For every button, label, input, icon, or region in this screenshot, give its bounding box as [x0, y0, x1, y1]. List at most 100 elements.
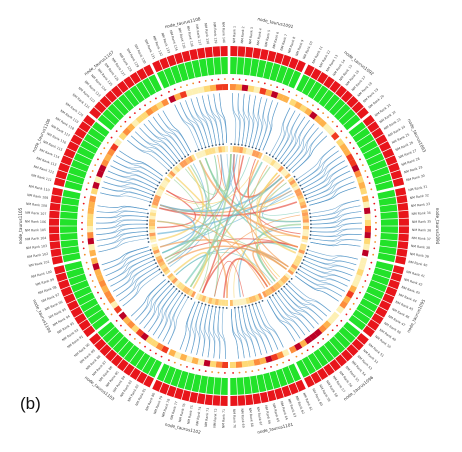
inner-heat-cell	[229, 299, 233, 306]
segment-separator	[51, 240, 161, 268]
inter-link	[199, 214, 301, 292]
link-endpoint	[146, 219, 149, 222]
inter-link	[189, 154, 232, 288]
link-endpoint	[304, 194, 306, 197]
red-ring-cell	[252, 47, 261, 59]
heat-cell	[313, 328, 323, 338]
dot-mark	[85, 261, 88, 264]
heat-cell	[270, 353, 279, 362]
inter-link	[258, 179, 299, 248]
green-ring-cell	[62, 252, 81, 263]
dot-mark	[288, 359, 290, 362]
green-ring-cell	[288, 70, 302, 89]
red-ring-cell	[49, 233, 60, 242]
tick-label: NM Rank 2	[240, 26, 245, 43]
dot-mark	[370, 188, 373, 191]
link-endpoint	[167, 169, 170, 172]
dot-mark	[160, 355, 163, 358]
dot-mark	[124, 120, 127, 123]
heat-cell	[92, 181, 100, 190]
inner-heat-cell	[297, 252, 304, 258]
heat-cell	[197, 86, 205, 94]
dot-mark	[179, 86, 182, 89]
dot-mark	[251, 370, 254, 373]
link-endpoint	[277, 290, 280, 293]
green-ring-cell	[359, 298, 378, 313]
link-endpoint	[268, 153, 271, 156]
dot-mark	[115, 130, 118, 133]
inner-heat-cell	[149, 226, 156, 230]
dot-mark	[155, 97, 157, 100]
red-ring-cell	[83, 114, 96, 127]
heat-cell	[106, 295, 116, 304]
inner-heat-cell	[299, 201, 307, 206]
heat-cell	[229, 361, 237, 368]
tick-label: NM Rank 97	[41, 293, 60, 304]
heat-cell	[345, 290, 355, 299]
inter-link	[157, 190, 197, 229]
inner-heat-cell	[207, 297, 213, 304]
red-ring-cell	[49, 202, 61, 211]
green-ring-cell	[333, 103, 351, 121]
dot-mark	[374, 234, 377, 237]
link-endpoint	[170, 283, 173, 286]
inner-heat-cell	[201, 149, 207, 157]
heat-cell	[304, 107, 313, 117]
dot-mark	[87, 182, 90, 185]
inner-heat-cell	[190, 290, 197, 298]
link-endpoint	[178, 290, 181, 293]
link-endpoint	[172, 285, 175, 288]
link-endpoint	[158, 268, 161, 271]
link-endpoint	[197, 301, 200, 304]
red-ring-cell	[51, 255, 63, 265]
red-ring-cell	[323, 363, 335, 376]
heat-cell	[265, 89, 273, 97]
link-endpoint	[167, 280, 170, 283]
link-endpoint	[184, 294, 187, 297]
inner-heat-cell	[194, 292, 201, 300]
link-endpoint	[187, 296, 190, 299]
dot-mark	[149, 349, 152, 352]
tick-label: NM Rank 105	[25, 228, 46, 232]
green-ring-cell	[163, 366, 176, 385]
green-ring-cell	[213, 377, 222, 395]
tick-label: NM Rank 73	[204, 408, 210, 428]
green-ring-cell	[112, 336, 129, 354]
green-ring-cell	[380, 218, 398, 226]
link-endpoint	[147, 237, 149, 240]
heat-cell	[126, 123, 136, 132]
red-ring-cell	[220, 395, 228, 406]
dot-mark	[352, 302, 355, 305]
red-ring-cell	[378, 141, 392, 152]
green-ring-cell	[380, 211, 398, 220]
red-ring-cell	[123, 363, 135, 376]
red-ring-cell	[317, 71, 329, 85]
red-ring-cell	[390, 272, 403, 282]
red-ring-cell	[323, 76, 335, 89]
dot-mark	[103, 147, 106, 150]
link-endpoint	[165, 172, 168, 175]
tick-label: NM Rank 104	[25, 236, 46, 241]
heat-cell	[253, 86, 261, 94]
link-endpoint	[277, 159, 280, 162]
green-ring-cell	[148, 359, 162, 378]
green-ring-cell	[348, 121, 367, 138]
green-ring-cell	[318, 345, 335, 363]
green-ring-cell	[329, 336, 346, 354]
link-endpoint	[156, 184, 159, 187]
heat-cell	[221, 84, 229, 91]
heat-cell	[362, 201, 370, 209]
dot-mark	[368, 267, 371, 270]
inner-heat-cell	[277, 279, 285, 287]
red-ring-cell	[397, 241, 409, 250]
heat-cell	[126, 320, 136, 329]
heat-cell	[87, 226, 94, 233]
inner-heat-cell	[187, 289, 194, 297]
link-endpoint	[244, 144, 247, 147]
heat-cell	[161, 345, 170, 354]
inner-heat-cell	[248, 148, 254, 156]
dot-mark	[224, 372, 226, 374]
link-endpoint	[172, 164, 175, 167]
dot-mark	[129, 116, 131, 119]
heat-cell	[101, 158, 110, 167]
